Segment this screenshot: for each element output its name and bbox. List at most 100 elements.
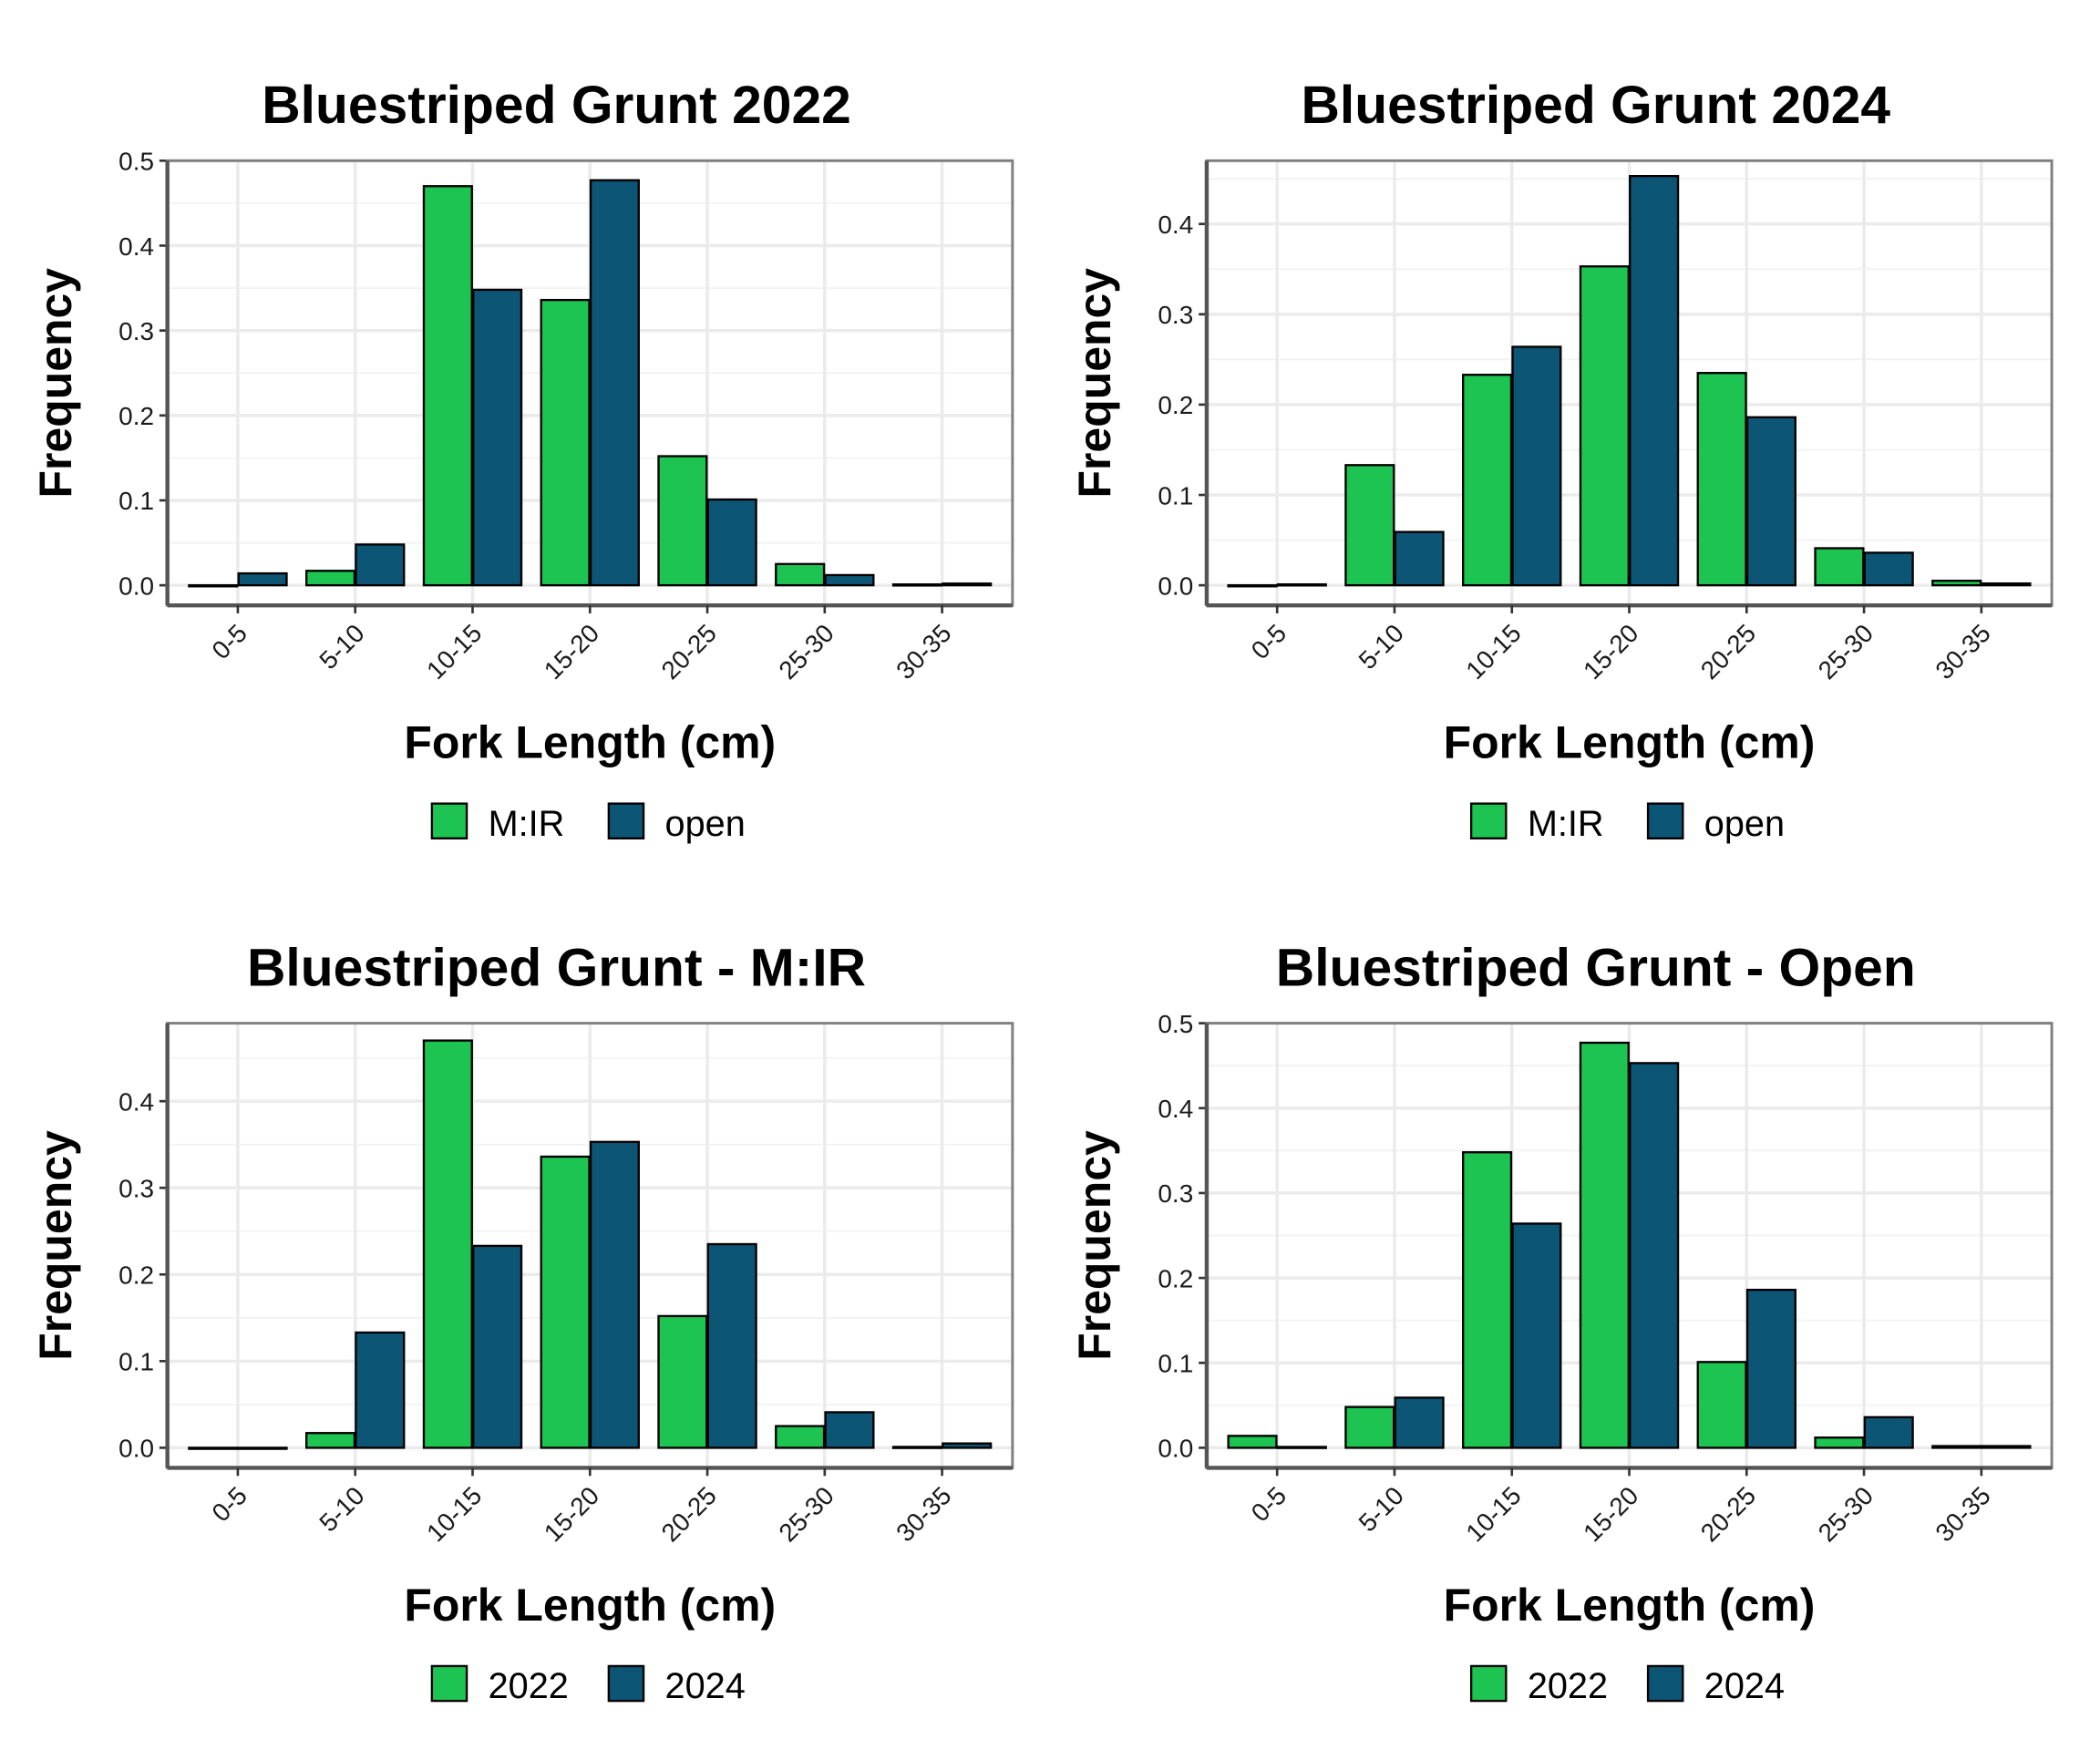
bar[interactable] [1814,1436,1865,1449]
bar[interactable] [657,1314,708,1449]
bar[interactable] [188,583,239,588]
bar[interactable] [1629,1062,1680,1449]
bar[interactable] [1696,372,1747,587]
bar[interactable] [472,1244,523,1449]
bar[interactable] [237,1446,288,1450]
x-tick-label: 0-5 [1246,619,1292,664]
bar[interactable] [824,573,875,587]
bar[interactable] [1394,1396,1445,1449]
y-tick-label: 0.2 [118,1261,154,1290]
y-axis-title: Frequency [1069,268,1120,499]
chart-panel: Bluestriped Grunt 2024 0.0 0.1 0.2 0.3 0.4 0-5… [1069,76,2054,844]
bar[interactable] [1344,1405,1395,1449]
bar[interactable] [1745,416,1796,587]
bar[interactable] [540,1155,591,1449]
x-tick-label: 5-10 [314,1481,369,1537]
bar[interactable] [942,1442,993,1449]
legend-item[interactable]: 2024 [607,1664,746,1706]
y-tick-label: 0.5 [118,148,154,176]
y-tick-label: 0.3 [118,317,154,345]
bar[interactable] [891,1446,943,1449]
bar[interactable] [472,288,523,587]
bar[interactable] [1276,582,1327,587]
bar[interactable] [1227,1435,1278,1449]
bar[interactable] [355,1331,406,1449]
bar[interactable] [422,185,473,587]
legend-swatch [607,1664,645,1703]
chart-title: Bluestriped Grunt 2022 [262,76,851,135]
x-axis-title: Fork Length (cm) [404,717,776,768]
x-tick-label: 15-20 [539,1481,604,1547]
bar[interactable] [1863,551,1914,587]
y-tick-label: 0.4 [1158,1095,1193,1123]
chart-title: Bluestriped Grunt - M:IR [247,938,866,997]
bar[interactable] [1629,174,1680,587]
y-tick-label: 0.2 [1158,1264,1193,1292]
legend-item[interactable]: 2022 [430,1664,569,1706]
bar[interactable] [1511,345,1562,587]
bar[interactable] [1696,1361,1747,1449]
bar[interactable] [706,498,757,587]
bar[interactable] [1462,1151,1513,1449]
y-axis-title: Frequency [30,268,81,499]
legend-item[interactable]: M:IR [1469,802,1604,844]
bar[interactable] [1394,530,1445,587]
x-tick-label: 20-25 [1695,619,1761,685]
y-tick-label: 0.0 [1158,571,1193,600]
x-axis-title: Fork Length (cm) [1444,717,1816,768]
x-tick-label: 30-35 [1930,1481,1995,1547]
bar[interactable] [1863,1415,1914,1449]
legend-swatch [430,1664,468,1703]
bar[interactable] [237,571,288,587]
y-tick-label: 0.4 [1158,211,1193,239]
bar[interactable] [1227,583,1278,588]
bar[interactable] [824,1411,875,1449]
legend-swatch [1469,802,1508,840]
legend-item[interactable]: 2022 [1469,1664,1608,1706]
bar[interactable] [589,1140,640,1449]
legend-item[interactable]: open [1646,802,1785,844]
bar[interactable] [355,543,406,587]
bar[interactable] [775,1425,826,1449]
legend-label: M:IR [1528,804,1604,844]
bar[interactable] [942,582,993,587]
y-tick-label: 0.1 [1158,1350,1193,1378]
bar[interactable] [1981,1445,2032,1449]
legend-label: 2024 [1704,1666,1785,1706]
bar[interactable] [891,583,943,587]
bar[interactable] [422,1039,473,1449]
legend-item[interactable]: 2024 [1646,1664,1785,1706]
legend-item[interactable]: open [607,802,746,844]
bar[interactable] [1344,464,1395,587]
bar[interactable] [540,298,591,587]
legend-label: 2024 [665,1666,746,1706]
x-tick-label: 0-5 [1246,1481,1292,1527]
bar[interactable] [1981,582,2032,587]
y-tick-label: 0.1 [118,1348,154,1376]
bar[interactable] [305,570,356,587]
bar[interactable] [1931,1445,1982,1449]
chart-title: Bluestriped Grunt - Open [1276,938,1916,997]
x-tick-label: 5-10 [314,619,369,674]
x-tick-label: 0-5 [206,1481,252,1527]
bar[interactable] [657,455,708,587]
bar[interactable] [188,1446,239,1450]
bar[interactable] [1276,1446,1327,1449]
legend-label: open [665,804,746,844]
x-tick-label: 30-35 [1930,619,1995,685]
bar[interactable] [1579,265,1630,587]
bar[interactable] [1462,374,1513,587]
bar[interactable] [1931,579,1982,587]
bar[interactable] [589,179,640,587]
x-tick-label: 10-15 [421,619,487,685]
bar[interactable] [1814,547,1865,587]
bar[interactable] [1579,1041,1630,1449]
bar[interactable] [775,562,826,587]
bar[interactable] [1511,1222,1562,1449]
bar[interactable] [1745,1288,1796,1449]
x-tick-label: 5-10 [1354,1481,1409,1537]
legend-item[interactable]: M:IR [430,802,564,844]
bar[interactable] [706,1242,757,1449]
bar[interactable] [305,1432,356,1449]
